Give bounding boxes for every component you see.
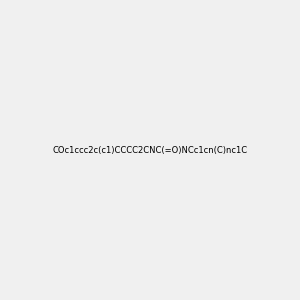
Text: COc1ccc2c(c1)CCCC2CNC(=O)NCc1cn(C)nc1C: COc1ccc2c(c1)CCCC2CNC(=O)NCc1cn(C)nc1C <box>52 146 247 154</box>
